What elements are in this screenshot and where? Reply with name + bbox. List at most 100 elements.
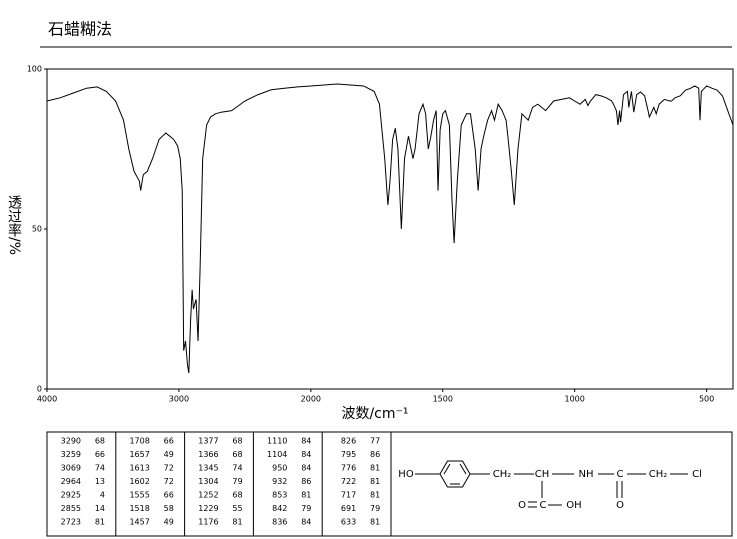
x-tick-label: 2000: [301, 395, 321, 404]
peak-transmittance: 86: [370, 450, 380, 459]
x-tick-label: 4000: [37, 395, 57, 404]
peak-transmittance: 81: [95, 518, 105, 527]
peak-transmittance: 81: [232, 518, 242, 527]
peak-wavenumber: 3290: [61, 437, 81, 446]
peak-wavenumber: 1104: [267, 450, 287, 459]
peak-wavenumber: 691: [341, 504, 356, 513]
peak-transmittance: 49: [164, 450, 174, 459]
peak-wavenumber: 2964: [61, 477, 81, 486]
peak-transmittance: 68: [232, 491, 242, 500]
x-tick-label: 1000: [565, 395, 585, 404]
peak-wavenumber: 2723: [61, 518, 81, 527]
peak-transmittance: 79: [370, 504, 380, 513]
peak-wavenumber: 1602: [129, 477, 149, 486]
peak-transmittance: 72: [164, 464, 174, 473]
x-tick-label: 1500: [433, 395, 453, 404]
structure-label: C: [617, 469, 624, 480]
peak-wavenumber: 1657: [129, 450, 149, 459]
peak-transmittance: 74: [95, 464, 105, 473]
structure-label: OH: [566, 500, 581, 511]
peak-wavenumber: 3259: [61, 450, 81, 459]
peak-transmittance: 4: [100, 491, 105, 500]
peak-wavenumber: 950: [272, 464, 287, 473]
peak-wavenumber: 633: [341, 518, 356, 527]
peak-wavenumber: 1555: [129, 491, 149, 500]
peak-wavenumber: 795: [341, 450, 356, 459]
peak-wavenumber: 836: [272, 518, 287, 527]
peak-wavenumber: 1366: [198, 450, 218, 459]
peak-transmittance: 74: [232, 464, 242, 473]
peak-transmittance: 84: [301, 450, 311, 459]
structure-label: O: [616, 500, 624, 511]
peak-wavenumber: 842: [272, 504, 287, 513]
peak-wavenumber: 717: [341, 491, 356, 500]
structure-label: CH₂: [493, 469, 512, 480]
peak-wavenumber: 722: [341, 477, 356, 486]
spectrum-line: [46, 83, 734, 374]
chart-title: 石蜡糊法: [48, 20, 112, 39]
peak-transmittance: 55: [232, 504, 242, 513]
y-tick-label: 100: [27, 65, 42, 74]
table-frame: [46, 431, 733, 537]
peak-transmittance: 66: [164, 437, 174, 446]
peak-wavenumber: 1518: [129, 504, 149, 513]
peak-transmittance: 77: [370, 437, 380, 446]
peak-wavenumber: 2925: [61, 491, 81, 500]
peak-wavenumber: 853: [272, 491, 287, 500]
structure-bonds: [415, 460, 688, 508]
peak-transmittance: 72: [164, 477, 174, 486]
peak-wavenumber: 1252: [198, 491, 218, 500]
peak-transmittance: 66: [164, 491, 174, 500]
peak-transmittance: 68: [95, 437, 105, 446]
peak-wavenumber: 1377: [198, 437, 218, 446]
y-tick-label: 50: [32, 225, 42, 234]
peak-wavenumber: 1176: [198, 518, 218, 527]
structure-label: CH: [535, 469, 550, 480]
peak-transmittance: 84: [301, 464, 311, 473]
peak-transmittance: 81: [370, 518, 380, 527]
peak-wavenumber: 1229: [198, 504, 218, 513]
peak-transmittance: 79: [301, 504, 311, 513]
structure-label: CH₂: [649, 469, 668, 480]
peak-wavenumber: 1708: [129, 437, 149, 446]
bond: [459, 463, 467, 475]
plot-frame: [46, 68, 734, 390]
peak-transmittance: 84: [301, 518, 311, 527]
peak-wavenumber: 932: [272, 477, 287, 486]
peak-transmittance: 81: [370, 477, 380, 486]
structure-label: O: [518, 500, 526, 511]
bond: [443, 463, 451, 475]
y-axis-label: 透过率/%: [6, 195, 22, 255]
y-tick-label: 0: [37, 385, 42, 394]
peak-wavenumber: 1110: [267, 437, 287, 446]
peak-transmittance: 13: [95, 477, 105, 486]
peak-transmittance: 81: [370, 491, 380, 500]
structure-label: Cl: [692, 469, 702, 480]
x-tick-label: 500: [699, 395, 714, 404]
peak-wavenumber: 1457: [129, 518, 149, 527]
peak-transmittance: 79: [232, 477, 242, 486]
peak-transmittance: 14: [95, 504, 105, 513]
structure-label: HO: [398, 469, 414, 480]
peak-transmittance: 81: [301, 491, 311, 500]
peak-wavenumber: 1304: [198, 477, 218, 486]
peak-wavenumber: 776: [341, 464, 356, 473]
peak-wavenumber: 1345: [198, 464, 218, 473]
peak-transmittance: 81: [370, 464, 380, 473]
peak-transmittance: 84: [301, 437, 311, 446]
peak-transmittance: 58: [164, 504, 174, 513]
peak-wavenumber: 2855: [61, 504, 81, 513]
structure-label: C: [540, 500, 547, 511]
peak-transmittance: 49: [164, 518, 174, 527]
peak-wavenumber: 826: [341, 437, 356, 446]
peak-transmittance: 66: [95, 450, 105, 459]
peak-transmittance: 68: [232, 437, 242, 446]
peak-wavenumber: 1613: [129, 464, 149, 473]
peak-transmittance: 86: [301, 477, 311, 486]
peak-wavenumber: 3069: [61, 464, 81, 473]
structure-label: NH: [579, 469, 594, 480]
x-axis-label: 波数/cm⁻¹: [341, 406, 408, 422]
peak-transmittance: 68: [232, 450, 242, 459]
x-tick-label: 3000: [169, 395, 189, 404]
